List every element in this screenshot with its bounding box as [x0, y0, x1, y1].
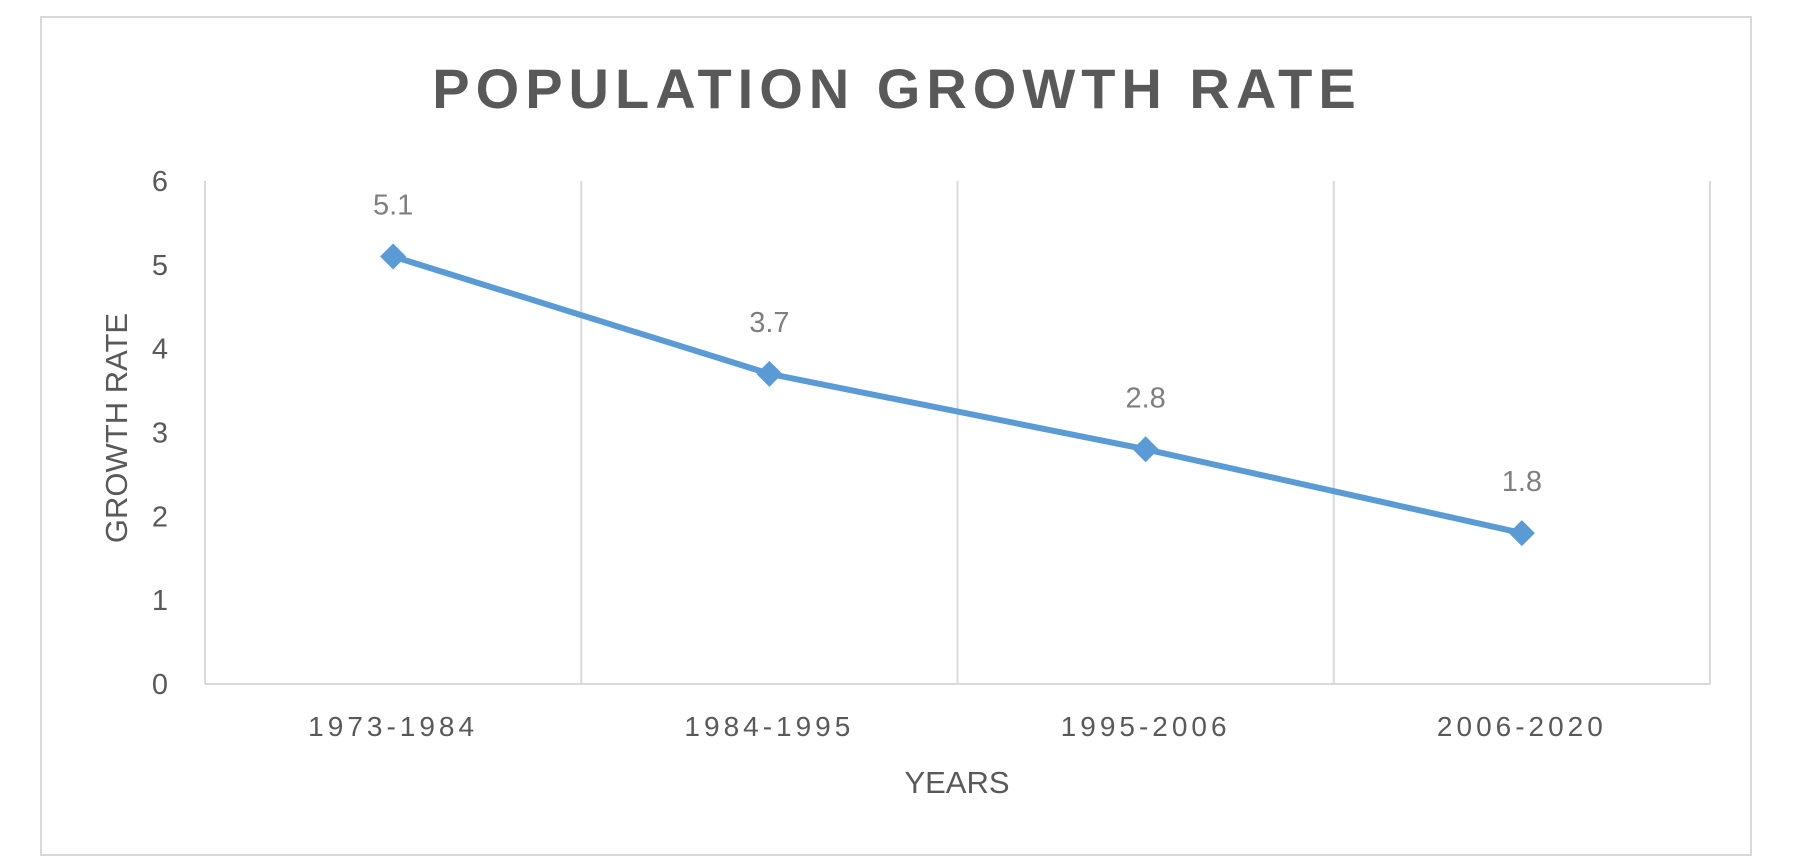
x-tick-label: 2006-2020 — [1437, 711, 1607, 742]
x-axis-title: YEARS — [904, 765, 1009, 800]
data-label: 1.8 — [1502, 466, 1542, 498]
x-tick-label: 1995-2006 — [1061, 711, 1231, 742]
y-axis-ticks: 0 1 2 3 4 5 6 — [152, 166, 168, 701]
y-tick-label: 2 — [152, 501, 168, 533]
gridlines — [204, 181, 1711, 685]
data-labels: 5.1 3.7 2.8 1.8 — [373, 189, 1542, 498]
series-line — [390, 253, 1525, 537]
data-label: 2.8 — [1125, 382, 1165, 414]
data-label: 5.1 — [373, 189, 413, 221]
y-tick-label: 0 — [152, 669, 168, 701]
data-series — [380, 243, 1535, 547]
y-tick-label: 4 — [152, 334, 168, 366]
x-tick-label: 1984-1995 — [684, 711, 854, 742]
y-tick-label: 5 — [152, 250, 168, 282]
y-tick-label: 6 — [152, 166, 168, 198]
x-tick-label: 1973-1984 — [308, 711, 478, 742]
y-axis-title: GROWTH RATE — [99, 313, 134, 543]
data-label: 3.7 — [749, 307, 789, 339]
y-tick-label: 3 — [152, 418, 168, 450]
data-point-marker — [380, 243, 407, 270]
y-tick-label: 1 — [152, 585, 168, 617]
data-point-marker — [1132, 436, 1159, 463]
chart-area — [40, 16, 1752, 856]
data-point-marker — [756, 360, 783, 387]
chart-title: POPULATION GROWTH RATE — [432, 57, 1361, 120]
x-axis-ticks: 1973-1984 1984-1995 1995-2006 2006-2020 — [308, 711, 1607, 742]
data-point-marker — [1508, 520, 1535, 547]
